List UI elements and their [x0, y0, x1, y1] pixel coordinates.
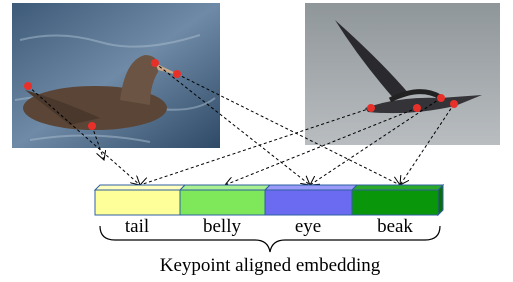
caption: Keypoint aligned embedding: [160, 255, 381, 276]
segment-label: beak: [377, 216, 413, 237]
segment-label: eye: [295, 216, 321, 237]
left-photo: [12, 3, 220, 148]
diagram: tail belly eye beak Keypoint aligned emb…: [0, 0, 513, 282]
embedding-bar: [95, 185, 443, 215]
segment-label: belly: [203, 216, 241, 237]
segment-label: tail: [125, 216, 149, 237]
